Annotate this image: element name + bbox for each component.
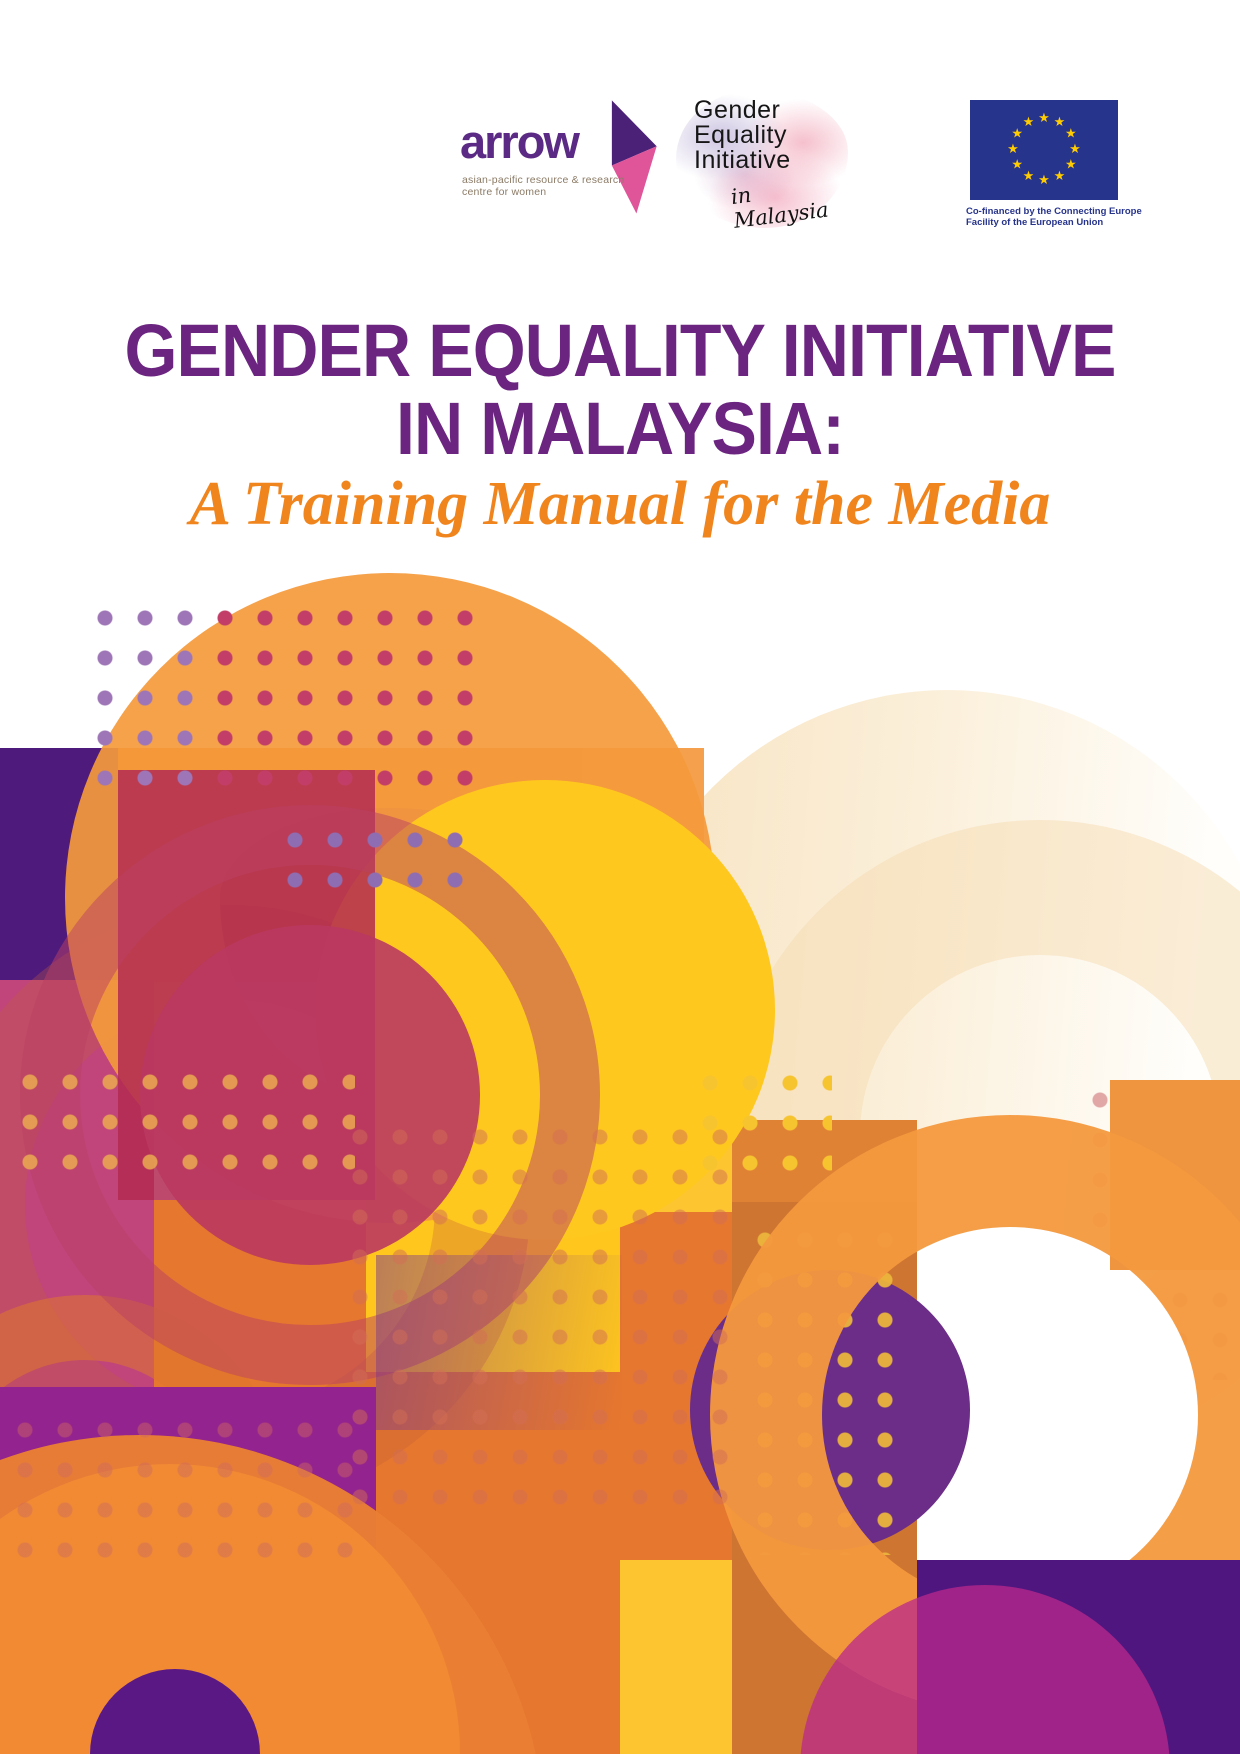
eu-star-icon: ★ [1069,141,1081,156]
gei-logo: Gender Equality Initiative in Malaysia [676,90,848,233]
eu-star-icon: ★ [1038,110,1050,125]
arrow-tagline: asian-pacific resource & research centre… [462,174,624,198]
arrow-tagline-line2: centre for women [462,186,547,198]
page-title: GENDER EQUALITY INITIATIVE IN MALAYSIA: [0,312,1240,468]
eu-caption-line2: Facility of the European Union [966,217,1104,228]
eu-star-icon: ★ [1065,125,1077,141]
arrow-icon [598,98,662,223]
eu-caption-line1: Co-financed by the Connecting Europe [966,206,1142,217]
gei-line1: Gender [694,96,781,124]
eu-star-icon: ★ [1053,114,1066,130]
gei-line3: Initiative [694,146,791,174]
logo-row: arrow asian-pacific resource & research … [0,0,1240,240]
eu-star-icon: ★ [1038,172,1050,187]
artwork-dot-grid [10,1062,355,1182]
eu-flag: ★ ★ ★ ★ ★ ★ ★ ★ ★ ★ ★ ★ [970,100,1118,200]
title-line-2: IN MALAYSIA: [396,387,845,470]
gei-logo-text: Gender Equality Initiative [694,98,791,173]
cover-artwork [0,565,1240,1754]
gei-watercolor-blob [676,90,848,228]
eu-star-icon: ★ [1011,125,1023,141]
eu-star-icon: ★ [1007,141,1019,156]
page-subtitle: A Training Manual for the Media [189,470,1051,538]
artwork-dot-grid [85,598,207,803]
eu-caption: Co-financed by the Connecting Europe Fac… [966,206,1156,228]
arrow-logo: arrow asian-pacific resource & research … [460,100,670,214]
artwork-dot-grid [205,598,483,803]
eu-star-icon: ★ [1053,167,1066,183]
artwork-dot-grid [275,820,480,908]
arrow-tagline-line1: asian-pacific resource & research [462,174,625,186]
eu-star-icon: ★ [1011,156,1023,172]
arrow-wordmark: arrow [460,115,580,168]
title-line-1: GENDER EQUALITY INITIATIVE [124,309,1116,392]
eu-star-icon: ★ [1065,156,1077,172]
artwork-dot-grid [5,1410,370,1560]
eu-star-icon: ★ [1022,167,1035,183]
artwork-dot-grid [690,1063,832,1183]
artwork-tile-yellow-strip-bottom [620,1560,732,1754]
artwork-dot-grid [340,1117,730,1522]
eu-star-icon: ★ [1022,114,1035,130]
gei-line2: Equality [694,121,787,149]
eu-logo: ★ ★ ★ ★ ★ ★ ★ ★ ★ ★ ★ ★ Co-financed by t… [966,98,1146,228]
